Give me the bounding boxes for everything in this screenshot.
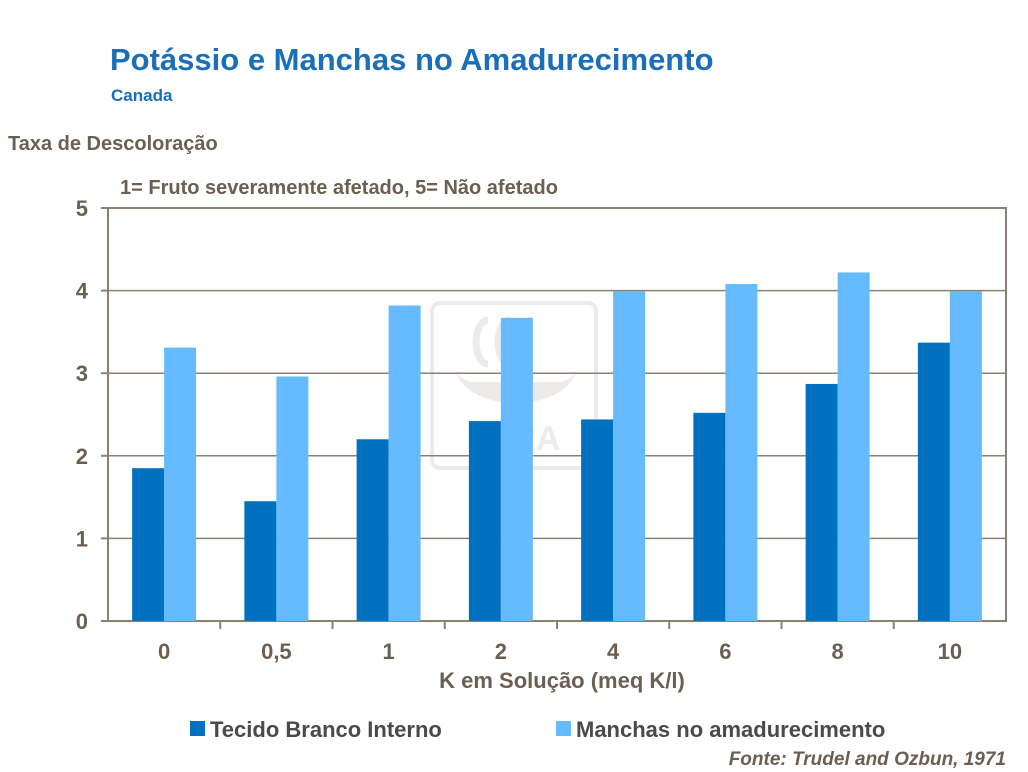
bar-manchas-6 (725, 283, 758, 621)
bar-tecido-4 (581, 419, 614, 621)
x-tick-label: 10 (938, 639, 962, 664)
bar-manchas-10 (949, 291, 982, 621)
x-tick-label: 1 (383, 639, 395, 664)
bar-tecido-8 (805, 383, 838, 621)
y-tick-label: 4 (76, 279, 89, 304)
y-tick-label: 0 (76, 609, 88, 634)
legend-label-tecido: Tecido Branco Interno (210, 717, 442, 742)
bar-manchas-8 (837, 272, 870, 621)
bar-tecido-1 (356, 439, 389, 621)
bar-tecido-2 (468, 421, 501, 621)
bar-manchas-1 (388, 305, 421, 621)
legend: Tecido Branco Interno Manchas no amadure… (190, 717, 885, 742)
chart-annotation: 1= Fruto severamente afetado, 5= Não afe… (120, 177, 558, 199)
logo-sail-1 (472, 316, 489, 368)
legend-swatch-tecido (190, 721, 205, 736)
source-citation: Fonte: Trudel and Ozbun, 1971 (728, 749, 1006, 770)
legend-swatch-manchas (556, 721, 571, 736)
y-axis-title: Taxa de Descoloração (8, 133, 218, 155)
x-tick-label: 6 (719, 639, 731, 664)
legend-label-manchas: Manchas no amadurecimento (576, 717, 885, 742)
y-tick-label: 2 (76, 444, 88, 469)
x-tick-label: 8 (832, 639, 844, 664)
x-axis-ticks: 0 0,5 1 2 4 6 8 10 (158, 621, 962, 664)
bar-manchas-2 (500, 317, 533, 621)
x-tick-label: 4 (607, 639, 620, 664)
x-tick-label: 0,5 (261, 639, 292, 664)
plot-frame (107, 207, 1007, 622)
x-axis-title: K em Solução (meq K/l) (439, 668, 685, 693)
bar-manchas-4 (613, 291, 646, 621)
bar-tecido-0 (132, 468, 165, 621)
x-tick-label: 0 (158, 639, 170, 664)
chart-title: Potássio e Manchas no Amadurecimento (110, 42, 714, 77)
y-axis-ticks: 0 1 2 3 4 5 (76, 196, 108, 634)
bar-tecido-10 (917, 342, 950, 621)
y-tick-label: 5 (76, 196, 88, 221)
bar-tecido-0,5 (244, 501, 277, 621)
bar-manchas-0,5 (276, 376, 309, 621)
y-tick-label: 3 (76, 361, 88, 386)
x-tick-label: 2 (495, 639, 507, 664)
y-tick-label: 1 (76, 526, 88, 551)
bar-manchas-0 (164, 347, 197, 621)
bar-tecido-6 (693, 412, 726, 621)
gridlines (108, 289, 1006, 540)
bars (132, 272, 982, 621)
chart-subtitle: Canada (111, 86, 173, 105)
